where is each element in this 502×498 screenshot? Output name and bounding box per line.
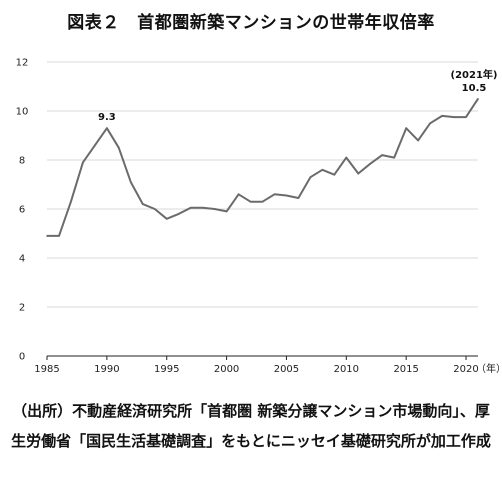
y-tick-label: 4 [19,254,25,265]
series-layer [46,97,479,237]
data-label-year-2021: (2021年) [451,68,498,81]
data-point [345,156,348,159]
data-point [417,139,419,142]
y-tick-label: 8 [19,156,25,167]
data-point [58,235,60,237]
data-point [285,194,288,197]
data-point [273,193,276,196]
data-point [46,235,48,237]
data-point [130,181,132,183]
x-tick-label: 1990 [94,364,119,375]
data-point [393,156,395,159]
y-tick-label: 10 [16,107,29,118]
gridlines [47,61,478,308]
y-tick-label: 12 [16,58,29,69]
data-point [405,127,407,129]
data-point [141,203,144,205]
data-label-value-2021: 10.5 [462,83,487,94]
data-point [106,127,108,129]
y-tick-label: 0 [19,352,25,363]
chart-title: 図表２ 首都圏新築マンションの世帯年収倍率 [67,13,435,33]
data-point [321,169,324,171]
data-point [429,122,431,125]
data-point [189,206,192,209]
data-point [153,208,156,210]
data-point [177,213,180,215]
x-axis-unit: （年） [476,362,502,375]
x-tick-label: 1995 [154,364,179,375]
data-point [357,172,360,175]
x-tick-label: 2015 [393,364,418,375]
data-point [94,144,96,147]
data-point [453,116,455,118]
data-point [118,146,120,149]
x-tick-label: 2010 [334,364,359,375]
x-tick-label: 1985 [34,364,59,375]
y-tick-label: 2 [19,303,25,314]
data-label-peak-1990: 9.3 [98,112,116,123]
data-point [213,208,216,210]
data-point [369,162,372,165]
data-point [465,116,467,118]
data-point [477,97,479,100]
data-point [441,115,443,117]
data-point [381,154,384,156]
data-point [201,206,204,209]
y-tick-label: 6 [19,205,25,216]
data-point [333,173,336,176]
data-labels: 9.3 (2021年) 10.5 [98,68,497,123]
data-point [297,197,300,199]
x-tick-label: 2000 [214,364,239,375]
data-point [309,176,312,178]
x-tick-label: 2020 [453,364,478,375]
data-point [82,161,84,164]
data-point [165,218,168,220]
data-point [70,200,72,203]
data-point [249,200,252,203]
x-tick-label: 2005 [274,364,299,375]
data-point [237,193,240,196]
data-point [261,200,264,203]
axes: 0 2 4 6 8 10 12 1985 1990 1995 2000 2005 2010 2015 202… [16,58,502,376]
source-note: （出所）不動産経済研究所「首都圏 新築分譲マンション市場動向」、厚生労働省「国民… [11,402,491,450]
data-point [225,210,228,213]
line-chart: 0 2 4 6 8 10 12 1985 1990 1995 2000 2005 2010 2015 202… [16,58,502,376]
